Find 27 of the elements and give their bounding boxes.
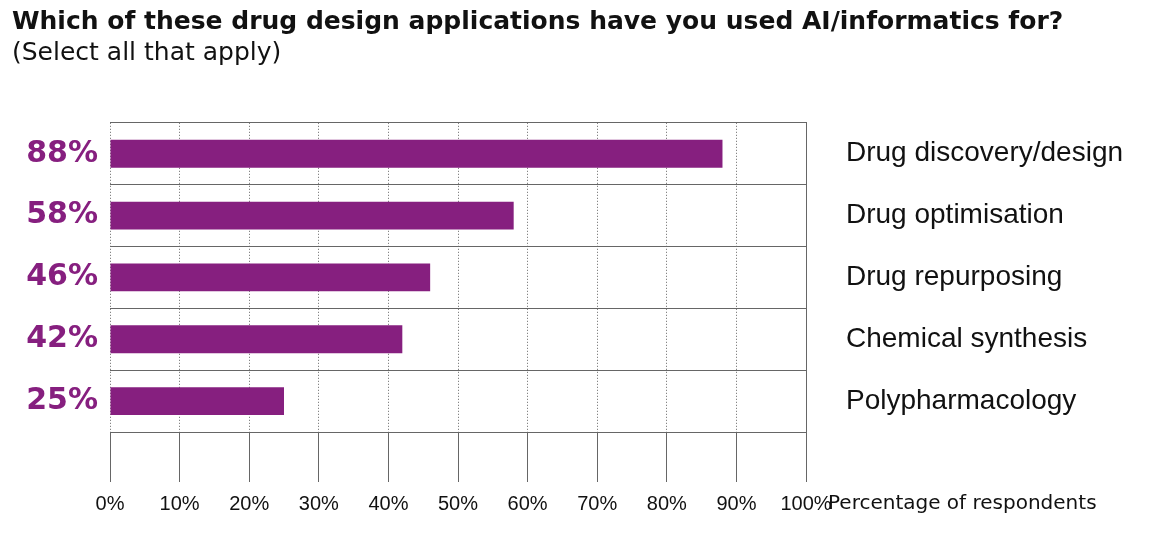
x-tick-label: 80%: [646, 491, 688, 514]
x-tick-label: 50%: [437, 491, 479, 514]
chart-title: Which of these drug design applications have you used AI/informatics for?: [12, 6, 1065, 35]
x-tick-label: 30%: [298, 491, 340, 514]
data-label: 42%: [26, 319, 98, 355]
x-tick-label: 0%: [95, 491, 125, 514]
y-tick-label: Drug optimisation: [846, 198, 1064, 230]
bar: [110, 201, 514, 230]
x-tick-label: 70%: [577, 491, 618, 514]
data-label: 58%: [26, 195, 98, 231]
bar: [110, 325, 403, 354]
bar: [110, 263, 431, 292]
x-tick-label: 90%: [716, 491, 757, 514]
bar: [110, 139, 723, 168]
data-label: 46%: [26, 257, 98, 293]
bar: [110, 387, 284, 415]
data-label: 88%: [26, 133, 98, 169]
y-tick-label: Drug repurposing: [846, 260, 1063, 292]
y-tick-label: Drug discovery/design: [846, 136, 1124, 168]
y-tick-label: Chemical synthesis: [846, 321, 1088, 353]
x-tick-label: 20%: [229, 491, 270, 514]
x-tick-label: 40%: [368, 491, 409, 514]
y-tick-label: Polypharmacology: [846, 383, 1077, 415]
x-tick-label: 10%: [159, 491, 200, 514]
data-label: 25%: [26, 380, 98, 416]
x-tick-label: 60%: [507, 491, 548, 514]
chart-subtitle: (Select all that apply): [12, 37, 283, 66]
